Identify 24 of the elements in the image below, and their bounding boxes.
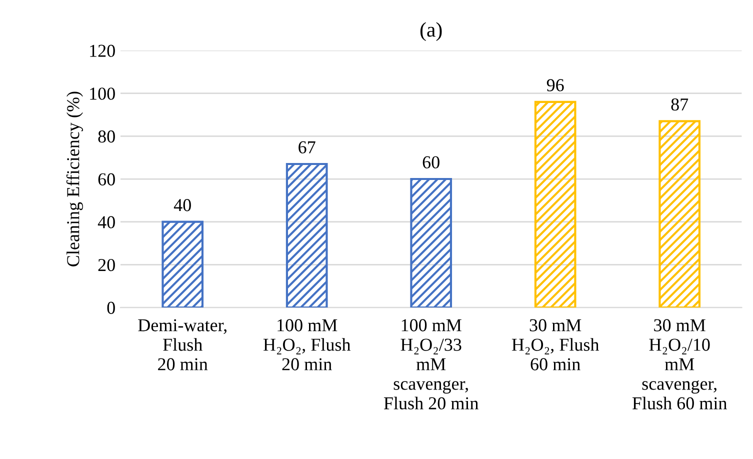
data-label: 67 xyxy=(298,141,316,154)
bar xyxy=(534,100,576,308)
bar xyxy=(162,220,204,308)
bar xyxy=(286,162,328,308)
bar xyxy=(410,178,452,308)
data-label: 87 xyxy=(671,98,688,111)
y-tick-label: 80 xyxy=(98,130,115,143)
y-tick-label: 0 xyxy=(107,302,115,314)
x-tick-label: 30 mM H₂O₂/10 mM scavenger, Flush 60 min xyxy=(632,319,727,410)
chart-title: (a) xyxy=(420,22,442,42)
y-tick-label: 100 xyxy=(90,88,115,100)
y-axis-title: Cleaning Efficiency (%) xyxy=(66,92,83,266)
data-label: 40 xyxy=(174,199,191,212)
x-tick-label: 30 mM H₂O₂, Flush 60 min xyxy=(512,319,600,370)
y-tick-label: 40 xyxy=(98,216,115,228)
y-tick-label: 60 xyxy=(98,173,115,186)
y-tick-label: 20 xyxy=(98,258,115,272)
x-tick-label: 100 mM H₂O₂/33 mM scavenger, Flush 20 min xyxy=(384,319,478,410)
x-tick-label: 100 mM H₂O₂, Flush 20 min xyxy=(263,319,351,370)
y-tick-label: 120 xyxy=(90,44,115,57)
data-label: 60 xyxy=(422,156,440,168)
bar xyxy=(658,120,701,308)
data-label: 96 xyxy=(546,79,564,92)
x-tick-label: Demi-water, Flush 20 min xyxy=(138,319,226,370)
